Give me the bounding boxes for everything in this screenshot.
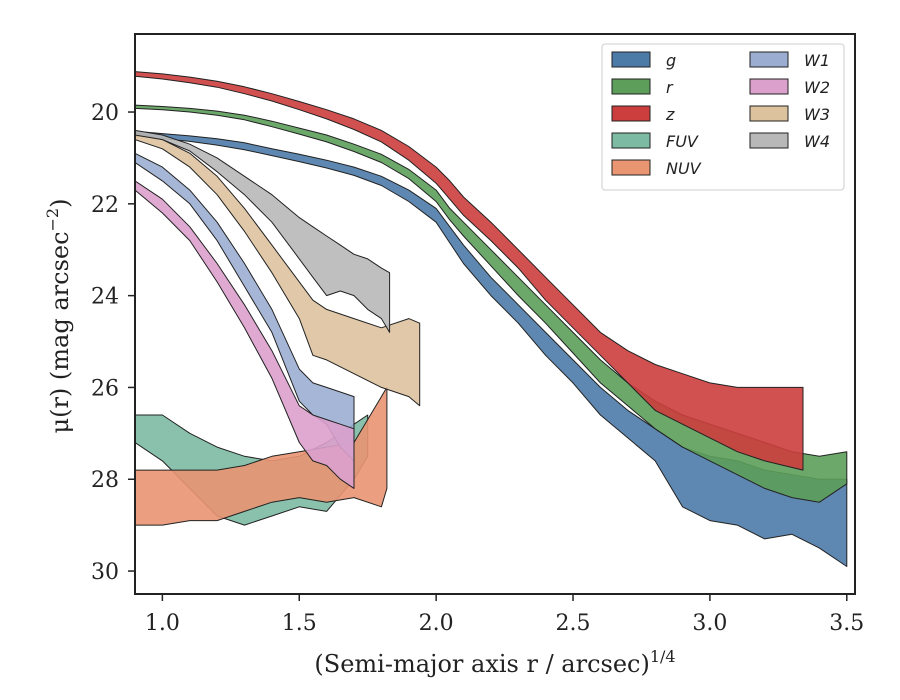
legend-label-z: z <box>665 105 675 124</box>
x-tick-label: 1.5 <box>282 611 317 636</box>
legend-label-fuv: FUV <box>666 132 699 151</box>
x-tick-label: 3.5 <box>829 611 864 636</box>
series-band-z <box>135 71 804 471</box>
legend: grz FUV NUV W1 W2 W3 W4 <box>601 43 845 191</box>
x-axis-title: (Semi-major axis r / arcsec)1/4 <box>314 647 675 678</box>
legend-label-w1: W1 <box>804 51 830 70</box>
y-tick-label: 30 <box>91 560 119 585</box>
legend-swatch-w4 <box>749 132 789 149</box>
y-tick-label: 26 <box>91 376 119 401</box>
y-tick-label: 22 <box>91 193 119 218</box>
plot-frame <box>134 33 856 595</box>
x-tick-label: 3.0 <box>692 611 727 636</box>
x-tick-label: 2.0 <box>419 611 454 636</box>
legend-label-g: g <box>666 51 676 70</box>
y-tick-label: 28 <box>91 468 119 493</box>
series-band-w3 <box>135 132 421 407</box>
legend-swatch-nuv <box>611 159 651 176</box>
legend-swatch-w2 <box>749 78 789 95</box>
legend-label-w2: W2 <box>804 78 830 97</box>
x-tick-label: 2.5 <box>556 611 591 636</box>
y-axis-title: μ(r) (mag arcsec−2) <box>43 199 74 434</box>
series-band-g <box>135 130 848 567</box>
legend-swatch-z <box>611 105 651 122</box>
series-layer <box>135 71 848 567</box>
x-tick-label: 1.0 <box>145 611 180 636</box>
legend-label-w4: W4 <box>804 132 830 151</box>
legend-label-r: r <box>666 78 674 97</box>
series-band-w2 <box>135 180 355 489</box>
legend-label-nuv: NUV <box>666 159 702 178</box>
legend-swatch-r <box>611 78 651 95</box>
legend-label-w3: W3 <box>804 105 830 124</box>
legend-swatch-w1 <box>749 51 789 68</box>
series-band-w4 <box>135 129 391 333</box>
y-tick-label: 20 <box>91 101 119 126</box>
x-axis: 1.0 1.5 2.0 2.5 3.0 3.5 <box>145 594 864 636</box>
y-tick-label: 24 <box>91 285 119 310</box>
legend-swatch-g <box>611 51 651 68</box>
legend-swatch-w3 <box>749 105 789 122</box>
legend-swatch-fuv <box>611 132 651 149</box>
series-band-nuv <box>135 386 388 526</box>
y-axis: 20 22 24 26 28 30 <box>91 101 135 585</box>
